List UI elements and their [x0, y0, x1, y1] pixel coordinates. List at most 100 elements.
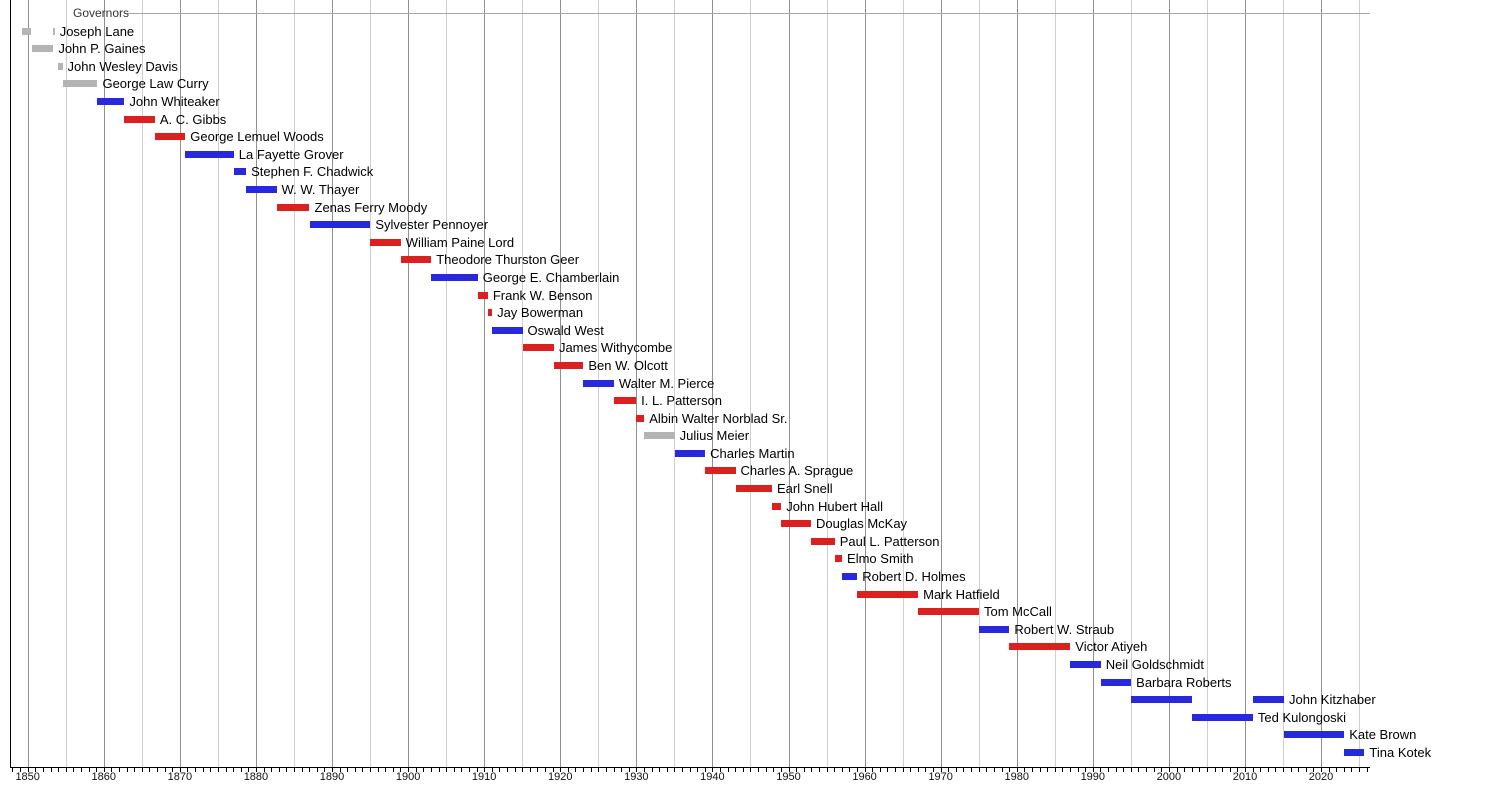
gridline	[179, 0, 181, 767]
governor-label: George Law Curry	[102, 76, 209, 92]
axis-tick	[529, 768, 531, 772]
axis-tick	[1283, 768, 1285, 772]
axis-tick	[233, 768, 235, 772]
axis-tick	[803, 768, 805, 772]
decade-label: 2020	[1308, 771, 1334, 783]
axis-tick	[12, 768, 14, 772]
axis-tick	[598, 768, 600, 772]
axis-tick	[613, 768, 615, 772]
axis-tick	[1229, 768, 1231, 772]
governor-label: James Withycombe	[558, 340, 673, 356]
term-bar	[705, 467, 736, 475]
axis-tick	[1237, 768, 1239, 772]
axis-tick	[872, 768, 874, 772]
term-bar	[857, 590, 919, 598]
governor-label: Theodore Thurston Geer	[436, 252, 580, 268]
gridline	[1321, 0, 1323, 767]
axis-tick	[758, 768, 760, 772]
governor-label: Douglas McKay	[816, 516, 908, 532]
axis-tick	[1199, 768, 1201, 772]
axis-tick	[1092, 768, 1094, 772]
axis-tick	[1336, 768, 1338, 772]
axis-tick	[689, 768, 691, 772]
governor-label: La Fayette Grover	[238, 146, 344, 162]
axis-tick	[385, 768, 387, 772]
governor-label: Earl Snell	[776, 481, 833, 497]
axis-tick	[491, 768, 493, 772]
term-bar	[583, 379, 614, 387]
axis-tick	[1206, 768, 1208, 772]
gridline	[560, 0, 562, 767]
axis-tick	[742, 768, 744, 772]
axis-tick	[674, 768, 676, 772]
axis-tick	[50, 768, 52, 772]
axis-tick	[377, 768, 379, 772]
axis-tick	[35, 768, 37, 772]
axis-tick	[849, 768, 851, 772]
gridline	[674, 0, 676, 767]
axis-tick	[681, 768, 683, 772]
governor-label: John Kitzhaber	[1289, 692, 1376, 708]
axis-tick	[225, 768, 227, 772]
term-bar	[781, 520, 811, 528]
axis-tick	[1130, 768, 1132, 772]
axis-tick	[948, 768, 950, 772]
gridline	[902, 0, 904, 767]
decade-label: 1970	[928, 771, 953, 783]
governor-label: Zenas Ferry Moody	[314, 199, 428, 215]
axis-tick	[697, 768, 699, 772]
axis-tick	[1024, 768, 1026, 772]
axis-tick	[1328, 768, 1330, 772]
axis-tick	[1146, 768, 1148, 772]
axis-tick	[643, 768, 645, 772]
governor-label: Sylvester Pennoyer	[375, 217, 489, 233]
decade-label: 1980	[1004, 771, 1029, 783]
axis-tick	[750, 768, 752, 772]
axis-tick	[841, 768, 843, 772]
gridline	[408, 0, 410, 767]
axis-tick	[1100, 768, 1102, 772]
axis-tick	[826, 768, 828, 772]
term-bar	[1070, 660, 1101, 668]
axis-tick	[659, 768, 661, 772]
axis-tick	[925, 768, 927, 772]
governor-label: Albin Walter Norblad Sr.	[649, 410, 788, 426]
axis-tick	[73, 768, 75, 772]
axis-tick	[362, 768, 364, 772]
term-bar	[636, 414, 645, 422]
term-bar	[674, 449, 706, 457]
axis-tick	[1054, 768, 1056, 772]
decade-label: 1870	[167, 771, 193, 783]
axis-tick	[1077, 768, 1079, 772]
term-bar	[57, 62, 63, 70]
gridline	[788, 0, 790, 767]
axis-tick	[499, 768, 501, 772]
axis-tick	[293, 768, 295, 772]
term-bar	[644, 432, 675, 440]
axis-tick	[917, 768, 919, 772]
x-axis-line	[10, 766, 1370, 768]
axis-tick	[1168, 768, 1170, 772]
axis-tick	[111, 768, 113, 772]
axis-tick	[1001, 768, 1003, 772]
axis-tick	[134, 768, 136, 772]
governor-label: Frank W. Benson	[492, 287, 593, 303]
axis-tick	[438, 768, 440, 772]
axis-tick	[408, 768, 410, 772]
term-bar	[97, 98, 125, 106]
axis-tick	[339, 768, 341, 772]
term-bar	[53, 27, 55, 35]
axis-tick	[316, 768, 318, 772]
axis-tick	[1244, 768, 1246, 772]
term-bar	[246, 186, 277, 193]
axis-tick	[1016, 768, 1018, 772]
term-bar	[400, 256, 432, 264]
axis-tick	[172, 768, 174, 772]
axis-tick	[1161, 768, 1163, 772]
axis-tick	[765, 768, 767, 772]
gridline	[293, 0, 295, 767]
gridline	[27, 0, 29, 767]
axis-tick	[971, 768, 973, 772]
axis-tick	[309, 768, 311, 772]
